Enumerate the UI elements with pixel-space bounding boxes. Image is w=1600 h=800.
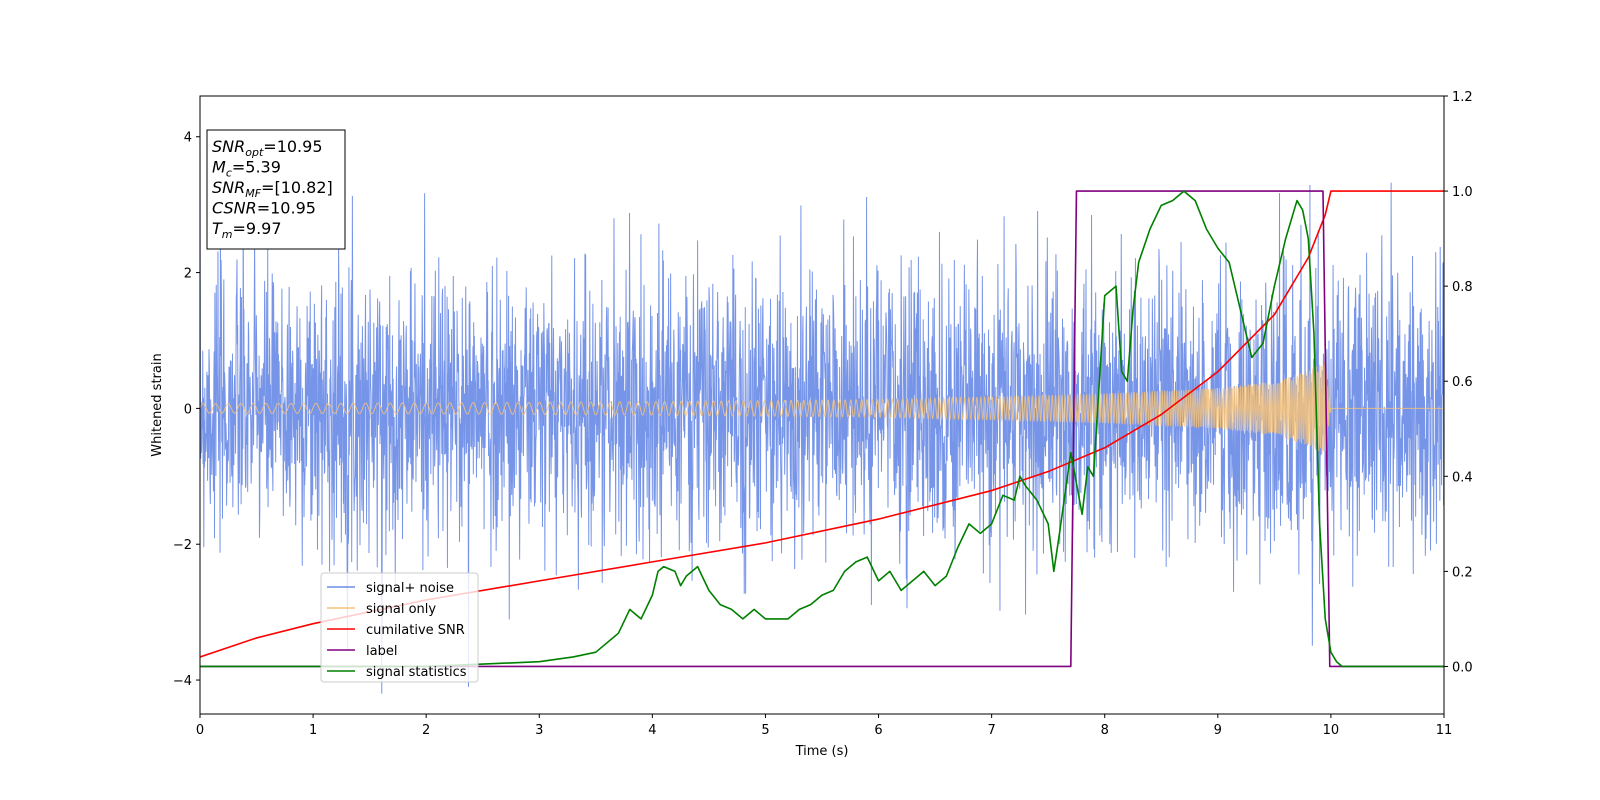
x-tick-label: 0 [196, 723, 204, 738]
legend-label: label [366, 644, 397, 659]
info-box-frame [206, 129, 346, 250]
x-tick-label: 1 [309, 723, 317, 738]
info-lines: SNRopt=10.95Mc=5.39SNRMF=[10.82]CSNR=10.… [212, 137, 333, 241]
y-tick-label: −2 [173, 538, 192, 553]
series-signal-statistics [200, 190, 1444, 668]
y2-tick-label: 1.2 [1452, 90, 1473, 105]
legend-frame [320, 572, 479, 683]
x-tick-label: 9 [1214, 723, 1222, 738]
x-tick-label: 6 [874, 723, 882, 738]
x-tick-label: 4 [648, 723, 656, 738]
y-tick-label: −4 [173, 674, 192, 689]
y-tick-label: 0 [184, 402, 192, 417]
info-line: CSNR=10.95 [212, 199, 316, 218]
legend-label: signal+ noise [366, 581, 454, 596]
axes-layer: 0 1 2 3 4 5 6 7 8 9 10 11 −4 −2 0 2 4 0.0 0.2 0.4 0.6 0.8 1.0 1… [173, 90, 1473, 738]
info-box: SNRopt=10.95Mc=5.39SNRMF=[10.82]CSNR=10.… [206, 129, 346, 250]
x-tick-label: 11 [1436, 723, 1453, 738]
x-tick-label: 10 [1323, 723, 1340, 738]
info-line: SNRMF=[10.82] [212, 178, 333, 200]
legend-label: signal statistics [366, 665, 467, 680]
info-line: Mc=5.39 [212, 158, 281, 180]
series-signal-noise [200, 144, 1444, 694]
legend-items: signal+ noise signal only cumilative SNR la… [327, 581, 467, 680]
y-tick-label: 4 [184, 131, 192, 146]
series-signal-only [200, 361, 1444, 455]
y2-tick-label: 0.0 [1452, 660, 1473, 675]
info-line: SNRopt=10.95 [212, 137, 323, 159]
plot-frame [199, 95, 1445, 715]
y2-tick-label: 0.8 [1452, 280, 1473, 295]
y2-tick-label: 0.2 [1452, 565, 1473, 580]
info-line: Tm=9.97 [212, 219, 282, 241]
x-tick-label: 3 [535, 723, 543, 738]
y2-tick-label: 1.0 [1452, 185, 1473, 200]
legend-label: signal only [366, 602, 436, 617]
x-tick-label: 8 [1101, 723, 1109, 738]
y-axis-label: Whitened strain [150, 353, 165, 456]
x-axis-label: Time (s) [795, 744, 849, 759]
x-tick-label: 5 [761, 723, 769, 738]
y-tick-label: 2 [184, 267, 192, 282]
y2-tick-label: 0.4 [1452, 470, 1473, 485]
legend: signal+ noise signal only cumilative SNR la… [320, 572, 479, 683]
legend-label: cumilative SNR [366, 623, 465, 638]
y2-tick-label: 0.6 [1452, 375, 1473, 390]
x-tick-label: 2 [422, 723, 430, 738]
x-tick-label: 7 [987, 723, 995, 738]
